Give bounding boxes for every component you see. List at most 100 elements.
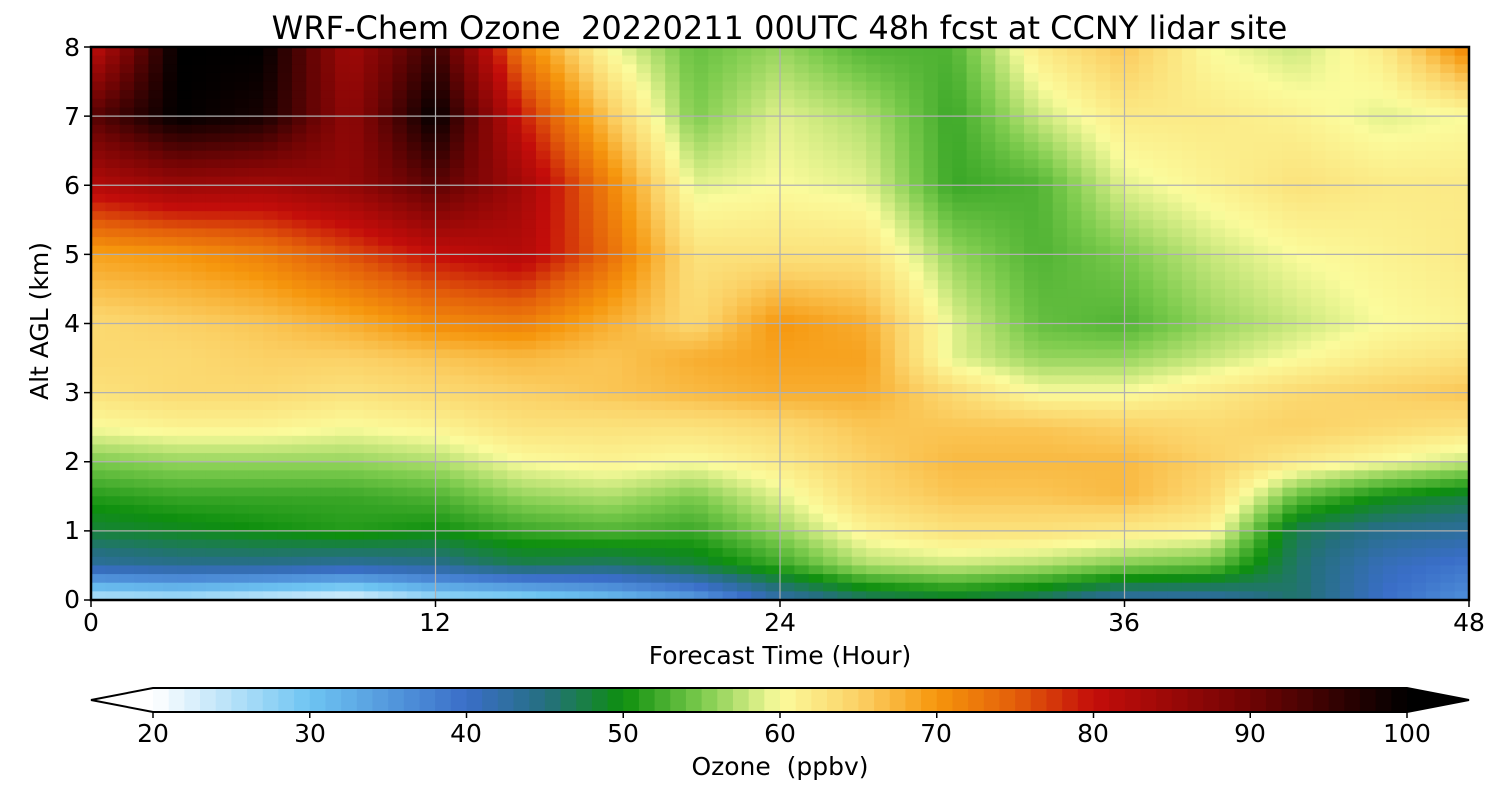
heatmap-cell [722,401,738,411]
heatmap-cell [449,107,465,117]
heatmap-cell [1167,487,1183,497]
heatmap-cell [507,47,523,57]
heatmap-cell [722,202,738,212]
heatmap-cell [234,461,250,471]
heatmap-cell [234,81,250,91]
heatmap-cell [378,202,394,212]
heatmap-cell [780,435,795,446]
heatmap-cell [134,401,150,411]
heatmap-cell [1440,444,1456,454]
heatmap-cell [909,211,925,221]
heatmap-cell [1138,340,1154,351]
heatmap-cell [320,306,336,316]
heatmap-cell [837,340,853,351]
heatmap-cell [995,176,1011,186]
heatmap-cell [205,116,221,126]
heatmap-cell [751,228,767,238]
heatmap-cell [808,64,824,74]
heatmap-cell [909,133,925,143]
heatmap-cell [378,237,394,247]
heatmap-cell [736,288,752,299]
heatmap-cell [363,237,379,247]
heatmap-cell [406,349,422,359]
heatmap-cell [205,409,221,420]
heatmap-cell [593,159,609,169]
heatmap-cell [966,245,982,255]
heatmap-cell [1138,332,1154,342]
heatmap-cell [406,81,422,91]
heatmap-cell [478,461,494,471]
heatmap-cell [980,72,996,83]
heatmap-cell [1268,142,1283,152]
heatmap-cell [1196,64,1212,74]
heatmap-cell [665,202,681,212]
heatmap-cell [148,461,164,471]
heatmap-cell [1138,479,1154,489]
heatmap-cell [378,340,394,351]
heatmap-cell [579,81,594,91]
heatmap-cell [234,237,250,247]
heatmap-cell [1095,435,1111,446]
heatmap-cell [148,116,164,126]
heatmap-cell [492,349,508,359]
heatmap-cell [894,332,910,342]
heatmap-cell [449,185,465,195]
heatmap-cell [335,306,350,316]
heatmap-cell [162,288,178,299]
heatmap-cell [220,383,236,394]
heatmap-cell [866,202,882,212]
heatmap-cell [665,349,681,359]
heatmap-cell [234,150,250,160]
heatmap-cell [880,116,896,126]
heatmap-cell [736,340,752,351]
heatmap-cell [851,107,867,117]
heatmap-cell [105,98,121,109]
heatmap-cell [1095,427,1111,437]
heatmap-cell [1382,133,1398,143]
heatmap-cell [1397,124,1413,135]
heatmap-cell [335,375,350,385]
heatmap-cell [607,55,623,65]
heatmap-cell [1024,479,1039,489]
heatmap-cell [564,193,580,204]
heatmap-cell [535,297,551,307]
heatmap-cell [291,392,307,402]
heatmap-cell [1052,349,1068,359]
heatmap-cell [808,245,824,255]
heatmap-cell [406,64,422,74]
heatmap-cell [909,435,925,446]
heatmap-cell [564,461,580,471]
heatmap-cell [1110,470,1126,480]
heatmap-cell [1009,211,1025,221]
heatmap-cell [1181,409,1197,420]
heatmap-cell [722,323,738,333]
heatmap-cell [751,254,767,264]
heatmap-cell [952,159,968,169]
heatmap-cell [421,280,437,290]
heatmap-cell [335,64,350,74]
heatmap-cell [277,444,293,454]
heatmap-cell [191,254,207,264]
heatmap-cell [1167,133,1183,143]
heatmap-cell [1325,392,1341,402]
heatmap-cell [880,211,896,221]
heatmap-cell [851,55,867,65]
heatmap-cell [607,340,623,351]
heatmap-cell [1052,332,1068,342]
heatmap-cell [679,401,695,411]
heatmap-cell [780,81,795,91]
heatmap-cell [866,358,882,368]
heatmap-cell [91,349,106,359]
heatmap-cell [1382,375,1398,385]
heatmap-cell [851,167,867,178]
heatmap-cell [851,124,867,135]
heatmap-cell [1368,366,1384,376]
heatmap-cell [693,150,709,160]
heatmap-cell [952,358,968,368]
heatmap-cell [693,254,709,264]
heatmap-cell [263,211,279,221]
heatmap-cell [765,332,781,342]
heatmap-cell [248,479,264,489]
heatmap-cell [765,150,781,160]
heatmap-cell [119,297,135,307]
